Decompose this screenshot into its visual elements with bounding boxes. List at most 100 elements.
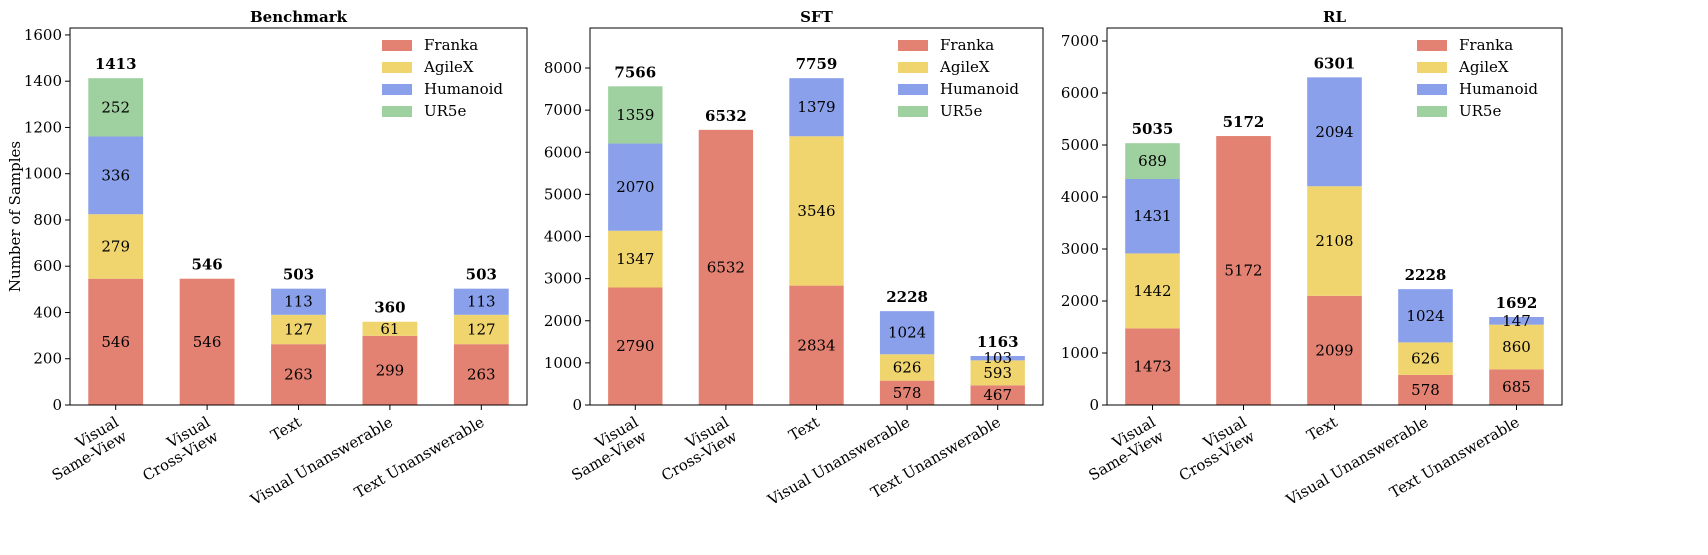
y-tick-label: 1000 [544, 354, 582, 372]
bar-segment [453, 344, 509, 405]
y-tick-label: 4000 [544, 228, 582, 246]
bar-segment [970, 360, 1025, 386]
value-label: 113 [467, 293, 496, 311]
bar-segment [1307, 77, 1362, 187]
value-label: 263 [284, 366, 313, 384]
value-label: 546 [101, 333, 130, 351]
bar-segment [1398, 342, 1453, 375]
axes-frame [589, 27, 1044, 406]
y-tick-label: 0 [52, 396, 62, 414]
x-tick-label: VisualCross-View [650, 413, 740, 485]
value-label: 2070 [616, 178, 654, 196]
legend-label: Franka [1459, 36, 1513, 54]
bar-segment [608, 143, 663, 231]
bar-segment [608, 86, 663, 144]
total-label: 7566 [614, 63, 656, 81]
bar-segment [1307, 186, 1362, 296]
bar-segment [879, 311, 935, 355]
total-label: 6532 [705, 107, 747, 125]
legend-label: UR5e [940, 102, 982, 120]
y-tick-label: 4000 [1061, 188, 1099, 206]
legend-swatch [898, 106, 928, 117]
legend-swatch [898, 84, 928, 95]
total-label: 5172 [1223, 113, 1265, 131]
legend-swatch [1417, 40, 1447, 51]
bar-segment [1489, 317, 1544, 325]
y-tick-label: 800 [33, 211, 62, 229]
x-tick-label: Text [786, 413, 823, 445]
value-label: 546 [193, 333, 222, 351]
legend-label: UR5e [1459, 102, 1501, 120]
bar-segment [608, 230, 663, 288]
axes-frame [69, 27, 528, 406]
chart-title: Benchmark [250, 8, 348, 26]
legend-label: Humanoid [1459, 80, 1538, 98]
bar-segment [362, 321, 418, 336]
value-label: 1024 [1406, 307, 1444, 325]
value-label: 61 [380, 320, 399, 338]
bar-segment [789, 136, 844, 286]
value-label: 2094 [1315, 123, 1353, 141]
value-label: 1359 [616, 106, 654, 124]
value-label: 2834 [797, 336, 835, 354]
value-label: 593 [983, 364, 1012, 382]
legend-label: Humanoid [940, 80, 1019, 98]
bar-segment [271, 288, 326, 315]
bar-segment [88, 136, 144, 215]
y-tick-label: 1000 [1061, 344, 1099, 362]
value-label: 103 [983, 349, 1012, 367]
value-label: 578 [1411, 381, 1440, 399]
total-label: 7759 [796, 55, 838, 73]
bar-segment [271, 344, 326, 405]
bar-segment [1125, 143, 1180, 180]
bar-segment [970, 385, 1025, 405]
x-tick-label: VisualCross-View [1168, 413, 1258, 485]
bar-segment [879, 380, 935, 405]
bar-segment [1489, 369, 1544, 405]
value-label: 5172 [1224, 262, 1262, 280]
x-tick-label: VisualCross-View [131, 413, 221, 485]
bar-segment [608, 287, 663, 405]
bar-segment [1125, 179, 1180, 254]
value-label: 1431 [1133, 207, 1171, 225]
value-label: 2790 [616, 337, 654, 355]
bar-segment [88, 214, 144, 279]
value-label: 299 [376, 361, 405, 379]
legend-label: Franka [940, 36, 994, 54]
x-tick-label: Text [268, 413, 305, 445]
chart-title: SFT [800, 8, 833, 26]
bar-segment [1307, 295, 1362, 405]
y-tick-label: 0 [572, 396, 582, 414]
legend-label: Franka [424, 36, 478, 54]
y-tick-label: 7000 [1061, 32, 1099, 50]
value-label: 2108 [1315, 232, 1353, 250]
bar-segment [698, 129, 754, 405]
value-label: 1442 [1133, 282, 1171, 300]
y-tick-label: 3000 [544, 270, 582, 288]
x-tick-label: Visual Unanswerable [764, 413, 913, 510]
bar-segment [88, 278, 144, 405]
bar-segment [879, 354, 935, 381]
y-tick-label: 6000 [1061, 84, 1099, 102]
value-label: 263 [467, 366, 496, 384]
legend-swatch [1417, 62, 1447, 73]
axes-frame [1106, 27, 1563, 406]
total-label: 6301 [1314, 54, 1356, 72]
total-label: 360 [374, 299, 405, 317]
x-tick-label: VisualSame-View [1077, 413, 1167, 485]
bar-segment [789, 285, 844, 405]
value-label: 626 [893, 358, 922, 376]
total-label: 1163 [977, 333, 1019, 351]
value-label: 1024 [888, 324, 926, 342]
legend-label: Humanoid [424, 80, 503, 98]
value-label: 6532 [707, 258, 745, 276]
legend-swatch [382, 106, 412, 117]
y-tick-label: 600 [33, 257, 62, 275]
legend-swatch [1417, 84, 1447, 95]
total-label: 2228 [886, 288, 928, 306]
y-tick-label: 2000 [1061, 292, 1099, 310]
value-label: 467 [983, 386, 1012, 404]
y-tick-label: 5000 [1061, 136, 1099, 154]
y-tick-label: 5000 [544, 185, 582, 203]
